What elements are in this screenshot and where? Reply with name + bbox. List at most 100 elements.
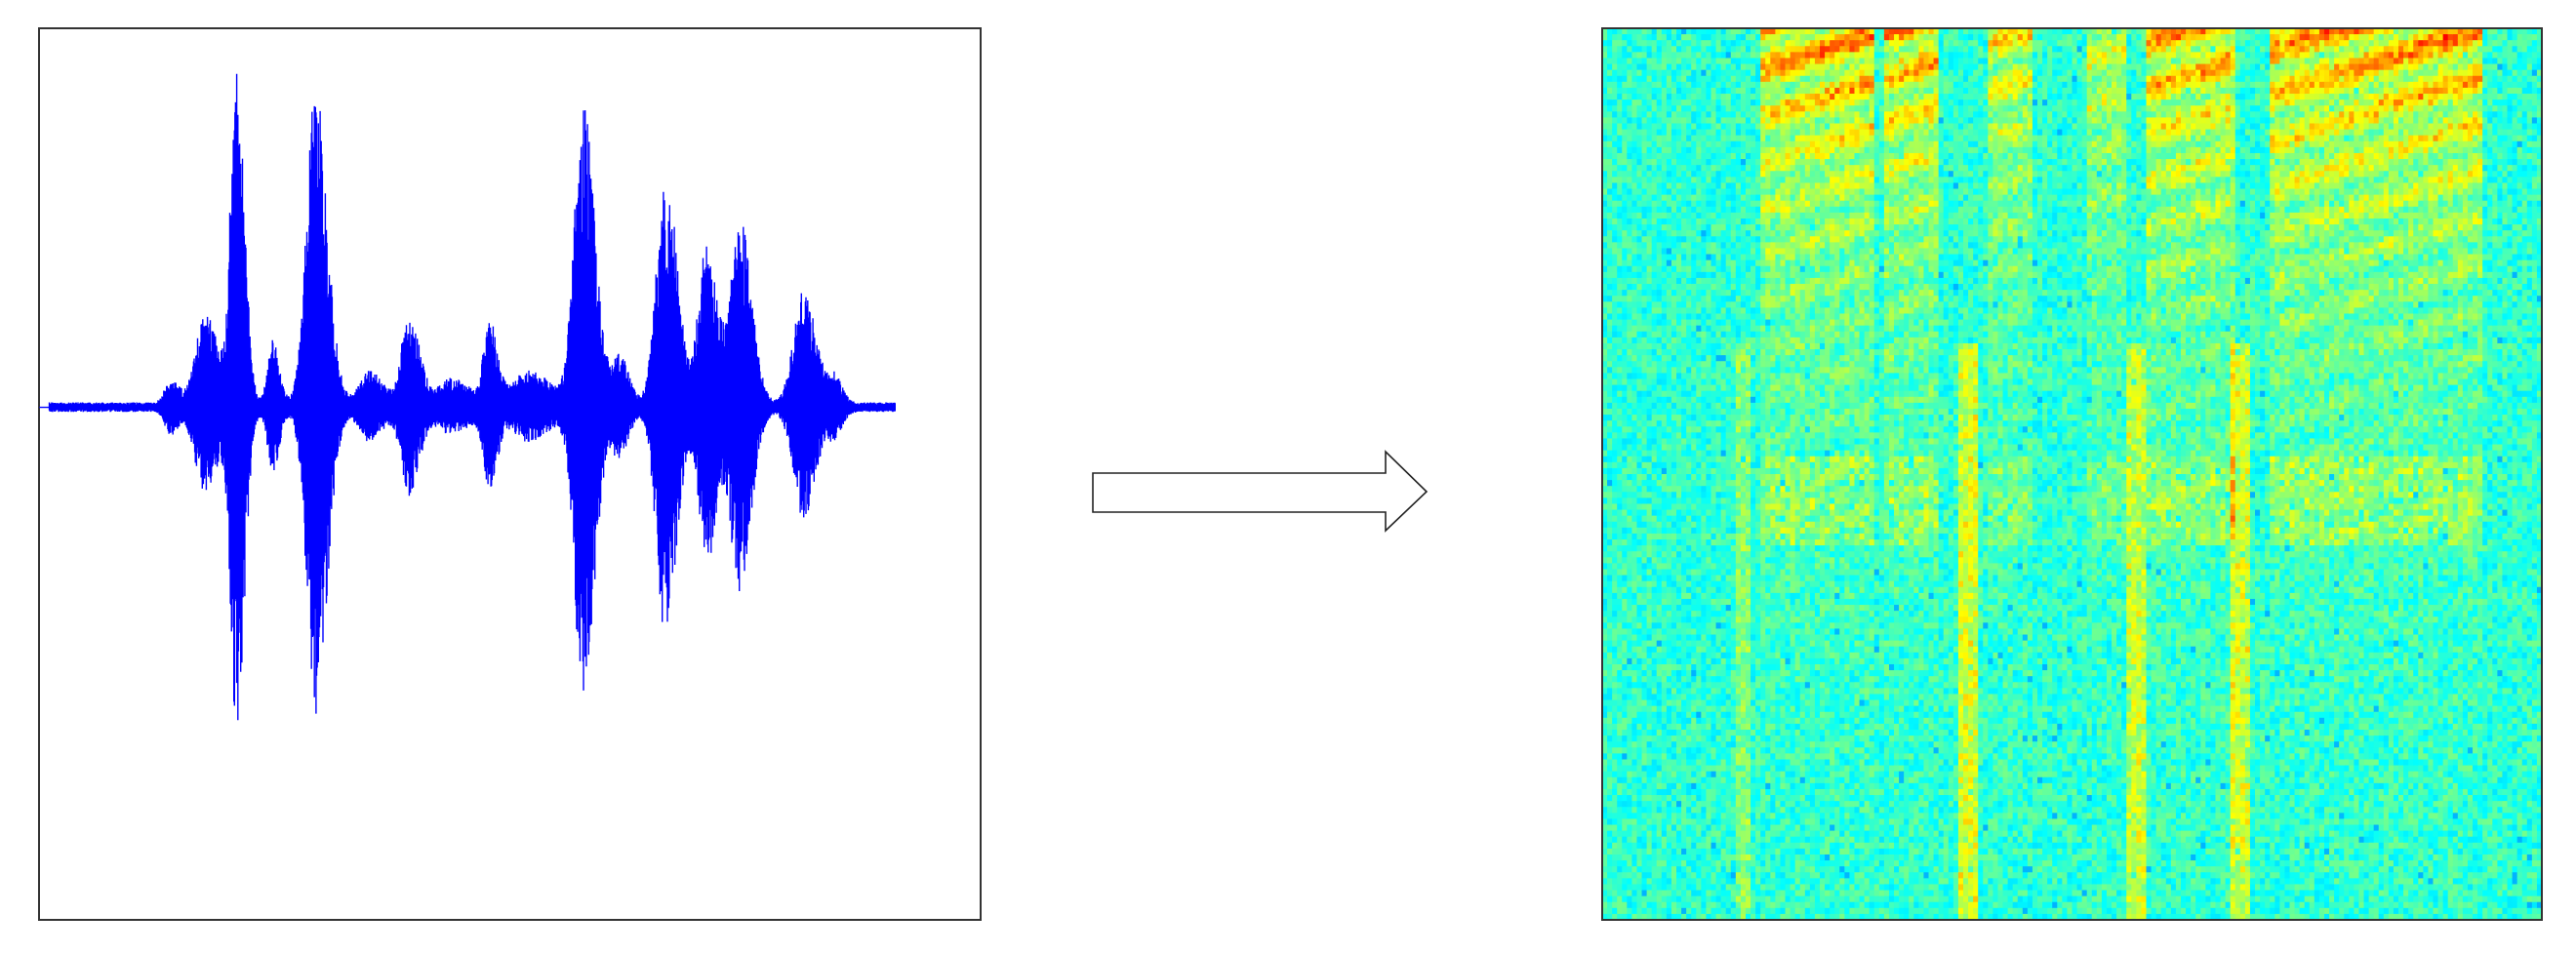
spectrogram-cell: [1636, 741, 1642, 748]
spectrogram-cell: [1622, 730, 1628, 736]
spectrogram-cell: [1607, 872, 1613, 879]
spectrogram-cell: [1617, 563, 1623, 570]
spectrogram-cell: [1642, 111, 1648, 118]
spectrogram-cell: [1622, 783, 1628, 790]
spectrogram-cell: [1617, 593, 1623, 600]
spectrogram-cell: [1631, 712, 1637, 719]
spectrogram-cell: [1617, 438, 1623, 445]
spectrogram-cell: [1622, 415, 1628, 421]
spectrogram-cell: [1617, 492, 1623, 498]
spectrogram-cell: [1631, 653, 1637, 659]
spectrogram-cell: [1636, 641, 1642, 648]
spectrogram-cell: [1607, 338, 1613, 344]
spectrogram-cell: [1642, 397, 1648, 404]
spectrogram-cell: [1617, 860, 1623, 867]
spectrogram-cell: [1627, 136, 1632, 142]
spectrogram-cell: [1636, 415, 1642, 421]
spectrogram-cell: [1642, 367, 1648, 374]
spectrogram-cell: [1642, 313, 1648, 320]
spectrogram-cell: [1631, 153, 1637, 160]
spectrogram-cell: [1636, 260, 1642, 267]
spectrogram-cell: [1607, 272, 1613, 279]
spectrogram-cell: [1622, 653, 1628, 659]
spectrogram-cell: [1612, 409, 1618, 416]
spectrogram-cell: [1636, 670, 1642, 677]
spectrogram-cell: [1622, 902, 1628, 909]
spectrogram-cell: [1627, 724, 1632, 731]
spectrogram-cell: [1622, 64, 1628, 71]
spectrogram-cell: [1607, 296, 1613, 302]
spectrogram-cell: [1617, 201, 1623, 208]
spectrogram-cell: [1622, 255, 1628, 261]
spectrogram-cell: [1612, 599, 1618, 606]
spectrogram-cell: [1617, 831, 1623, 838]
spectrogram-cell: [1617, 807, 1623, 814]
spectrogram-cell: [1607, 462, 1613, 469]
spectrogram-cell: [1617, 528, 1623, 535]
spectrogram-cell: [1647, 230, 1653, 237]
spectrogram-cell: [1647, 34, 1653, 41]
spectrogram-cell: [1642, 373, 1648, 379]
spectrogram-cell: [1631, 718, 1637, 725]
spectrogram-cell: [1647, 88, 1653, 95]
spectrogram-cell: [1627, 28, 1632, 35]
spectrogram-cell: [1607, 409, 1613, 416]
spectrogram-cell: [1627, 230, 1632, 237]
spectrogram-cell: [1617, 653, 1623, 659]
spectrogram-cell: [1642, 385, 1648, 392]
spectrogram-cell: [1617, 147, 1623, 154]
spectrogram-cell: [1627, 445, 1632, 452]
spectrogram-cell: [1627, 818, 1632, 825]
spectrogram-cell: [1612, 58, 1618, 64]
spectrogram-cell: [1612, 260, 1618, 267]
spectrogram-cell: [1642, 878, 1648, 885]
spectrogram-cell: [1642, 843, 1648, 850]
spectrogram-cell: [1642, 611, 1648, 617]
spectrogram-cell: [1617, 747, 1623, 754]
spectrogram-cell: [1636, 111, 1642, 118]
spectrogram-cell: [1647, 130, 1653, 137]
spectrogram-cell: [1617, 628, 1623, 635]
spectrogram-cell: [1647, 99, 1653, 106]
spectrogram-cell: [1627, 201, 1632, 208]
spectrogram-cell: [1627, 545, 1632, 552]
spectrogram-cell: [1607, 735, 1613, 742]
spectrogram-cell: [1627, 40, 1632, 47]
spectrogram-cell: [1607, 759, 1613, 766]
spectrogram-cell: [1627, 236, 1632, 243]
spectrogram-cell: [1647, 94, 1653, 100]
spectrogram-cell: [1631, 670, 1637, 677]
spectrogram-cell: [1636, 753, 1642, 760]
spectrogram-cell: [1642, 147, 1648, 154]
spectrogram-cell: [1607, 587, 1613, 594]
spectrogram-cell: [1612, 420, 1618, 427]
spectrogram-cell: [1636, 647, 1642, 654]
spectrogram-cell: [1647, 355, 1653, 362]
spectrogram-cell: [1622, 438, 1628, 445]
spectrogram-cell: [1642, 99, 1648, 106]
spectrogram-cell: [1627, 153, 1632, 160]
spectrogram-cell: [1627, 219, 1632, 225]
spectrogram-cell: [1612, 153, 1618, 160]
spectrogram-cell: [1642, 457, 1648, 463]
spectrogram-cell: [1636, 213, 1642, 219]
spectrogram-cell: [1631, 528, 1637, 535]
spectrogram-cell: [1631, 855, 1637, 861]
spectrogram-cell: [1617, 777, 1623, 784]
spectrogram-cell: [1622, 403, 1628, 410]
spectrogram-cell: [1612, 641, 1618, 648]
spectrogram-cell: [1617, 117, 1623, 124]
spectrogram-cell: [1607, 248, 1613, 255]
spectrogram-cell: [1627, 878, 1632, 885]
spectrogram-cell: [1622, 94, 1628, 100]
spectrogram-cell: [1612, 105, 1618, 112]
spectrogram-cell: [1627, 278, 1632, 285]
spectrogram-cell: [1647, 426, 1653, 433]
spectrogram-cell: [1612, 445, 1618, 452]
spectrogram-cell: [1622, 320, 1628, 327]
spectrogram-cell: [1636, 860, 1642, 867]
spectrogram-cell: [1642, 70, 1648, 77]
spectrogram-cell: [1627, 789, 1632, 796]
spectrogram-cell: [1642, 320, 1648, 327]
spectrogram-cell: [1617, 189, 1623, 196]
